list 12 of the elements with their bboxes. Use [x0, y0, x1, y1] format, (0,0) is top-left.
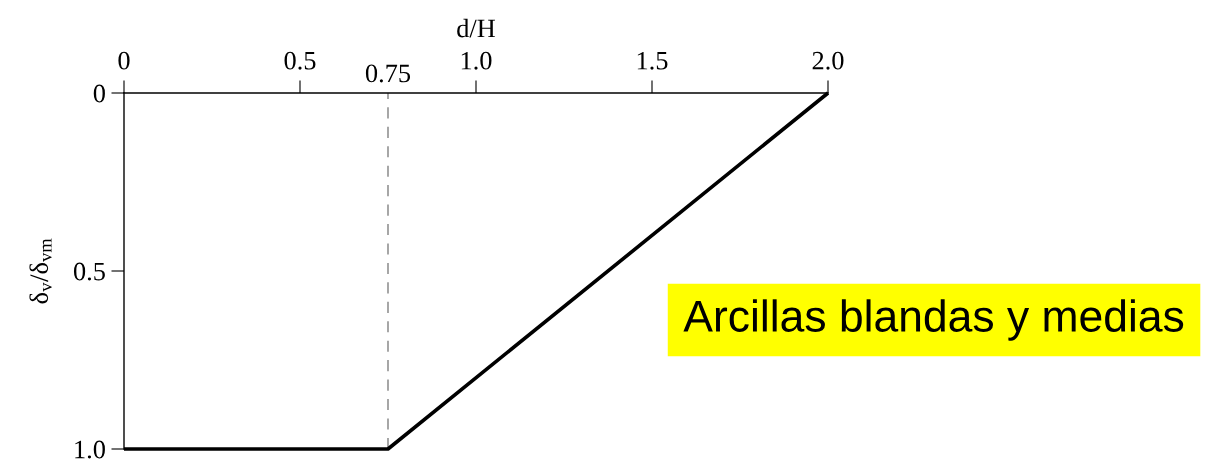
- annotation: Arcillas blandas y medias: [683, 299, 1184, 341]
- y-tick-label: 0: [93, 84, 105, 103]
- x-tick-label: 0.5: [284, 51, 316, 70]
- x-tick-label: 1.5: [637, 51, 668, 70]
- x-tick-label: 1.0: [461, 51, 492, 70]
- x-axis-title: d/H: [457, 18, 496, 38]
- x-tick-label: 0: [118, 51, 130, 70]
- y-tick-label: 0.5: [73, 262, 105, 281]
- x-tick-label: 2.0: [812, 51, 844, 70]
- y-tick-label: 1.0: [75, 440, 105, 459]
- y-axis-title: δ$_{v}$/δ$_{vm}$: [29, 238, 52, 304]
- ref-line-label: 0.75: [365, 64, 411, 83]
